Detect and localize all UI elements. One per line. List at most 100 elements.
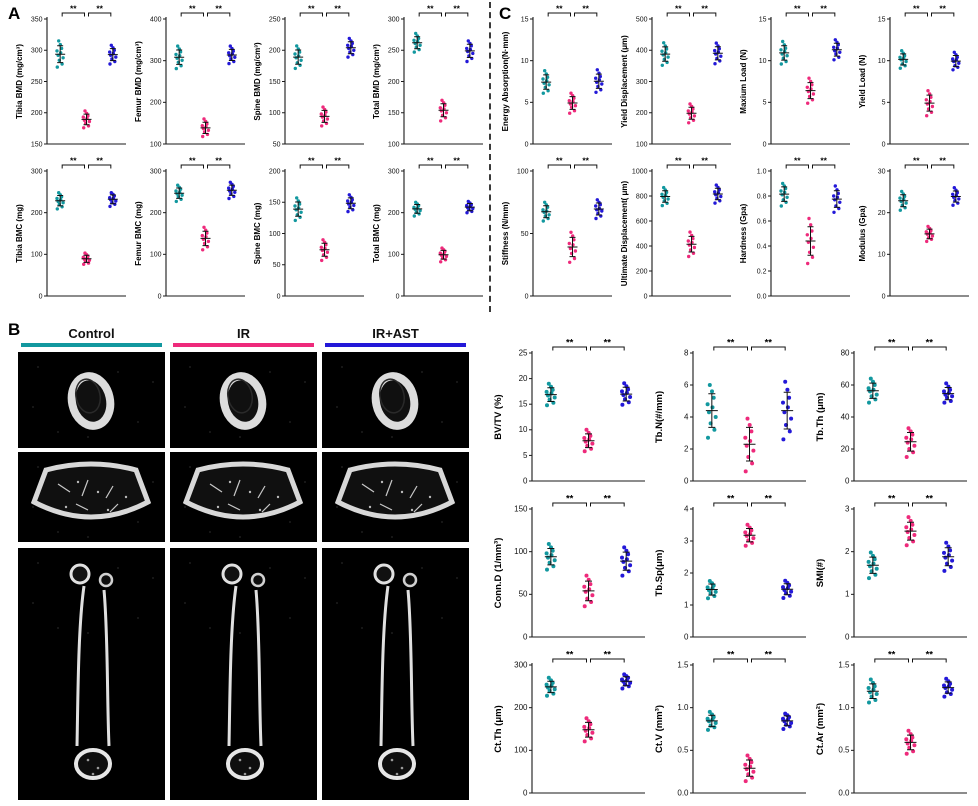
chart-cell-modulus: 0 10 20 30 Modulus (Gpa) ** **	[857, 156, 976, 308]
significance-label: **	[926, 494, 934, 505]
data-point	[836, 191, 840, 196]
significance-label: **	[604, 650, 612, 661]
mean-sd-error-bar	[660, 190, 671, 203]
data-point	[745, 416, 750, 421]
y-tick-label: 20	[519, 374, 528, 383]
y-axis-label: Tb.Sp(μm)	[654, 550, 665, 597]
significance-label: **	[96, 156, 103, 166]
chart-cell-total_bmd: 100 150 200 250 300 Total BMD (mg/cm³) ** **	[371, 4, 490, 156]
data-point	[744, 443, 749, 448]
y-tick-label: 50	[521, 231, 529, 238]
data-point	[785, 405, 790, 410]
y-axis-label: Ct.Th (μm)	[493, 705, 504, 753]
y-tick-label: 200	[150, 210, 162, 217]
mean-sd-error-bar	[412, 204, 423, 214]
significance-bracket	[713, 346, 748, 351]
data-point	[202, 117, 206, 121]
significance-bracket	[418, 12, 442, 17]
chart-cell-tb_sp: 0 1 2 3 4 Tb.Sp(μm) ** **	[653, 492, 814, 648]
data-point	[942, 400, 947, 405]
data-point	[707, 383, 712, 387]
data-point	[687, 254, 691, 259]
data-point	[293, 218, 297, 223]
data-point	[832, 45, 836, 49]
y-tick-label: 300	[388, 16, 400, 23]
significance-label: **	[556, 156, 563, 166]
data-point	[108, 50, 112, 54]
y-tick-label: 350	[31, 16, 43, 23]
chart-cell-yield_load: 0 5 10 15 Yield Load (N) ** **	[857, 4, 976, 156]
data-point	[180, 193, 184, 197]
chart-cell-ultimate_displacement: 0 200 400 600 800 1000 Ultimate Displacement( …	[619, 156, 738, 308]
mean-sd-error-bar	[55, 195, 66, 207]
data-point	[943, 555, 948, 560]
data-point	[743, 779, 748, 784]
significance-bracket	[751, 658, 786, 663]
b-column-title: IR+AST	[372, 326, 419, 341]
y-tick-label: 10	[878, 252, 886, 259]
mean-sd-error-bar	[743, 759, 756, 777]
data-point	[628, 680, 633, 685]
mean-sd-error-bar	[107, 48, 118, 62]
data-point	[622, 381, 627, 386]
data-point	[910, 432, 915, 437]
significance-bracket	[751, 346, 786, 351]
mean-sd-error-bar	[898, 53, 909, 66]
significance-label: **	[215, 156, 222, 166]
significance-bracket	[874, 502, 909, 507]
y-tick-label: 4	[684, 412, 689, 421]
chart-cell-conn_d: 0 50 100 150 Conn.D (1/mm³) ** **	[492, 492, 653, 648]
mean-sd-error-bar	[866, 382, 879, 399]
data-point	[660, 49, 664, 53]
b-column-header-control: Control	[18, 326, 165, 347]
mean-sd-error-bar	[950, 55, 961, 68]
data-point	[781, 437, 786, 442]
data-point	[707, 709, 712, 714]
data-point	[55, 65, 59, 69]
b-column-color-bar	[324, 343, 467, 347]
data-point	[325, 117, 330, 121]
data-point	[951, 192, 955, 196]
data-point	[902, 54, 907, 58]
data-point	[868, 677, 873, 682]
data-point	[572, 256, 577, 261]
data-point	[293, 52, 297, 56]
data-point	[905, 530, 910, 534]
significance-bracket	[785, 12, 809, 17]
data-point	[594, 76, 598, 80]
y-tick-label: 0	[525, 141, 529, 148]
data-point	[787, 593, 792, 598]
significance-label: **	[939, 156, 946, 166]
y-tick-label: 250	[269, 16, 281, 23]
axis-lines	[651, 17, 731, 145]
data-point	[414, 200, 418, 204]
data-point	[710, 389, 714, 394]
data-point	[951, 68, 955, 72]
data-point	[952, 186, 956, 190]
mean-sd-error-bar	[200, 230, 211, 247]
mean-sd-error-bar	[81, 254, 92, 263]
mean-sd-error-bar	[55, 45, 66, 64]
data-point	[546, 675, 551, 680]
chart-cell-smi: 0 1 2 3 SMI(#) ** **	[814, 492, 975, 648]
data-point	[750, 461, 755, 466]
y-tick-label: 5	[525, 100, 529, 107]
data-point	[783, 711, 788, 716]
data-point	[82, 126, 86, 130]
significance-bracket	[326, 12, 350, 17]
data-point	[660, 63, 664, 67]
significance-label: **	[70, 156, 77, 166]
y-tick-label: 2	[684, 444, 689, 453]
significance-label: **	[308, 156, 315, 166]
data-point	[785, 195, 789, 199]
y-axis-label: BV/TV (%)	[493, 394, 504, 439]
data-point	[573, 104, 578, 108]
data-point	[550, 548, 555, 553]
mean-sd-error-bar	[541, 205, 552, 219]
significance-bracket	[207, 164, 231, 169]
mean-sd-error-bar	[464, 203, 475, 212]
significance-bracket	[751, 502, 786, 507]
y-axis-label: Total BMD (mg/cm³)	[372, 44, 381, 119]
chart-spine_bmc: 0 50 100 150 200 Spine BMC (mg) ** **	[253, 156, 364, 300]
